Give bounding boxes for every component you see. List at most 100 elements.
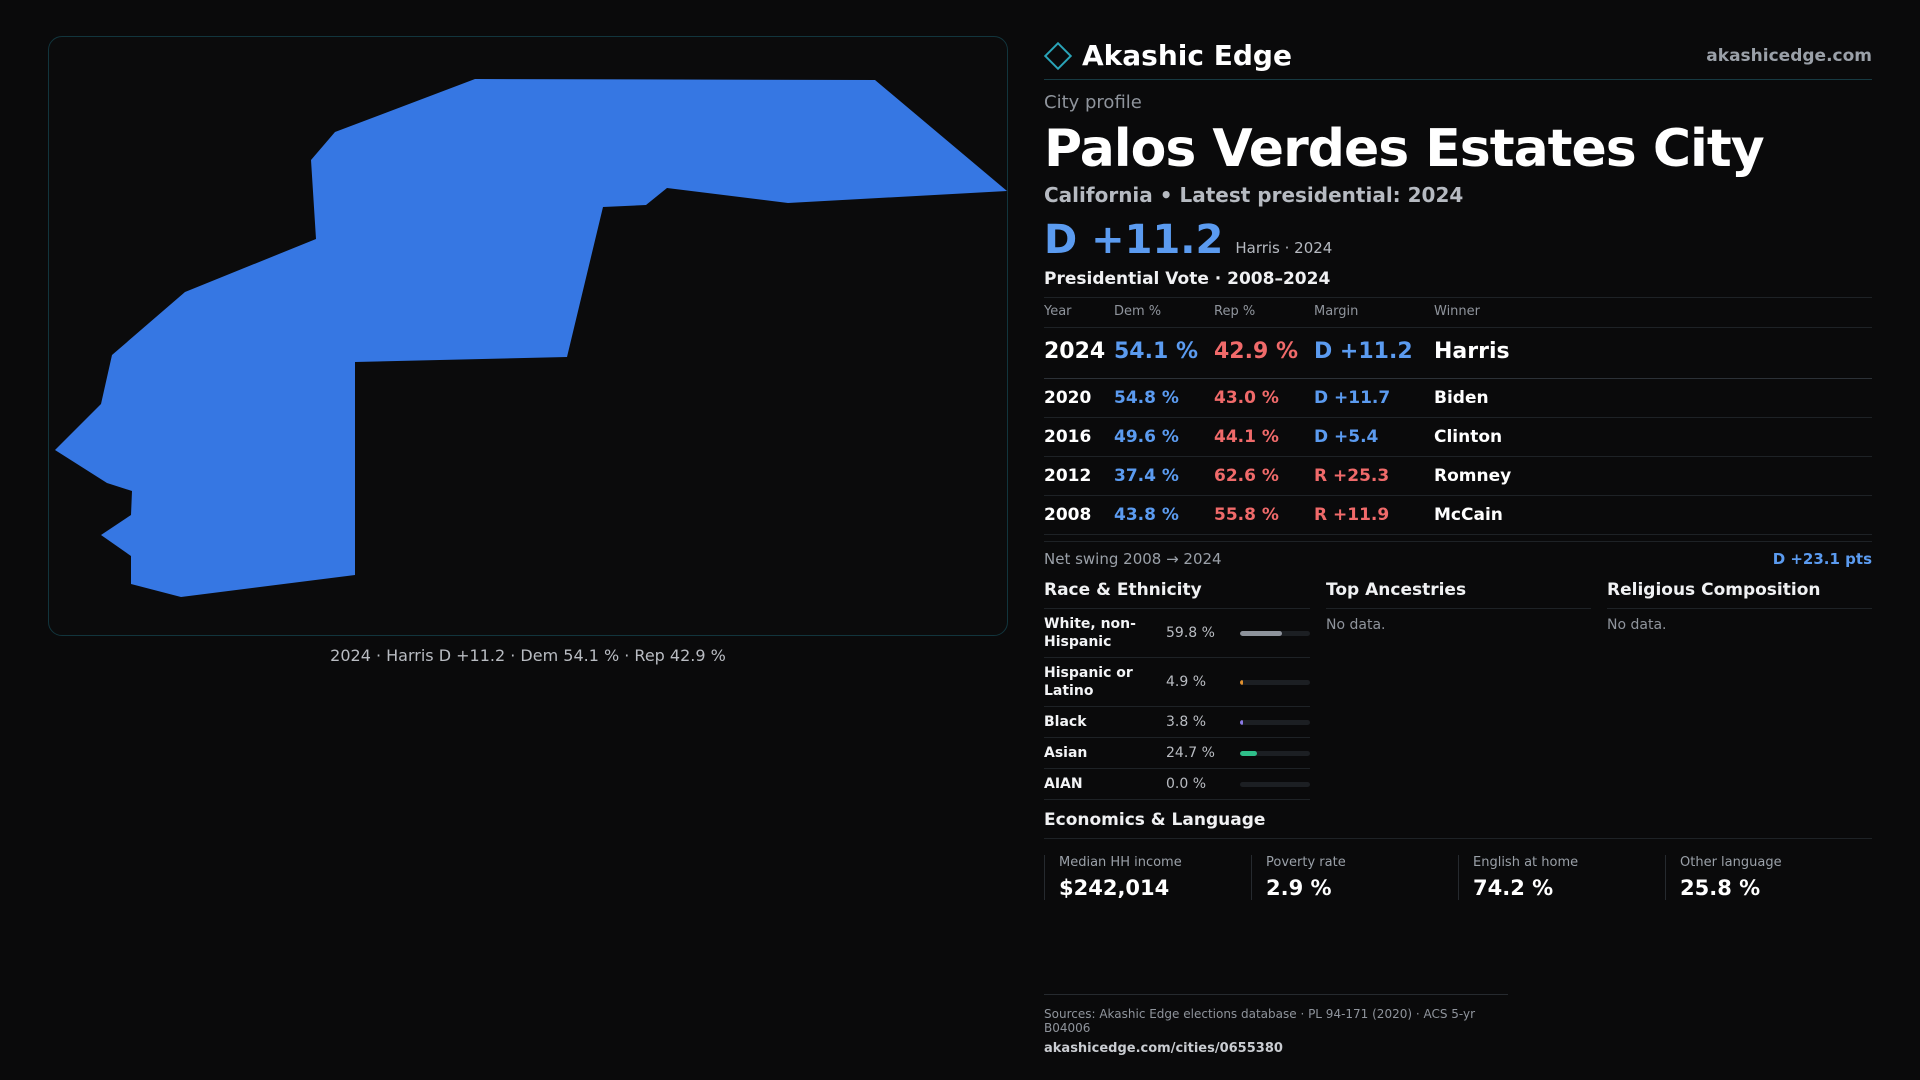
cell-rep: 55.8 % <box>1214 495 1314 535</box>
economics-stats: Median HH income $242,014 Poverty rate 2… <box>1044 855 1872 900</box>
race-label: White, non-Hispanic <box>1044 616 1136 650</box>
cell-year: 2020 <box>1044 378 1114 418</box>
stat-value: $242,014 <box>1059 876 1170 900</box>
stat-value: 2.9 % <box>1266 876 1332 900</box>
stat-median-income: Median HH income $242,014 <box>1044 855 1251 900</box>
cell-winner: Harris <box>1434 327 1872 379</box>
col-header-dem: Dem % <box>1114 298 1214 328</box>
cell-year: 2012 <box>1044 456 1114 496</box>
race-pct: 59.8 % <box>1166 625 1215 641</box>
race-section-title: Race & Ethnicity <box>1044 580 1310 609</box>
race-bar-fill <box>1240 750 1258 756</box>
race-bar <box>1240 630 1310 636</box>
race-pct: 4.9 % <box>1166 674 1207 690</box>
cell-winner: Clinton <box>1434 417 1872 457</box>
race-label: Asian <box>1044 745 1088 761</box>
profile-panel: Akashic Edge akashicedge.com City profil… <box>1043 36 1872 900</box>
vote-section-title: Presidential Vote · 2008–2024 <box>1044 269 1872 298</box>
cell-margin: R +25.3 <box>1314 456 1434 496</box>
ancestries-section-title: Top Ancestries <box>1326 580 1591 609</box>
cell-margin: D +5.4 <box>1314 417 1434 457</box>
race-pct: 3.8 % <box>1166 714 1207 730</box>
net-swing-label: Net swing 2008 → 2024 <box>1044 550 1222 568</box>
stat-other-language: Other language 25.8 % <box>1665 855 1872 900</box>
race-bar-fill <box>1240 630 1282 636</box>
stat-label: Other language <box>1680 855 1782 870</box>
footer-url-link[interactable]: akashicedge.com/cities/0655380 <box>1044 1041 1283 1056</box>
race-label: Hispanic or Latino <box>1044 665 1133 699</box>
stat-poverty-rate: Poverty rate 2.9 % <box>1251 855 1458 900</box>
headline-margin-note: Harris · 2024 <box>1235 239 1333 257</box>
col-header-rep: Rep % <box>1214 298 1314 328</box>
race-row: White, non-Hispanic 59.8 % <box>1044 609 1310 658</box>
race-bar-fill <box>1240 679 1244 685</box>
cell-year: 2008 <box>1044 495 1114 535</box>
cell-margin: D +11.2 <box>1314 327 1434 379</box>
cell-dem: 54.8 % <box>1114 378 1214 418</box>
race-row: Black 3.8 % <box>1044 707 1310 738</box>
vote-table: Year Dem % Rep % Margin Winner 2024 54.1… <box>1044 298 1872 535</box>
race-bar <box>1240 719 1310 725</box>
race-row: AIAN 0.0 % <box>1044 769 1310 800</box>
table-row: 2012 37.4 % 62.6 % R +25.3 Romney <box>1044 456 1872 496</box>
col-header-winner: Winner <box>1434 298 1872 328</box>
demographics-section: Race & Ethnicity White, non-Hispanic 59.… <box>1044 580 1872 800</box>
race-bar <box>1240 750 1310 756</box>
stat-value: 74.2 % <box>1473 876 1554 900</box>
table-row: 2024 54.1 % 42.9 % D +11.2 Harris <box>1044 327 1872 379</box>
economics-section-title: Economics & Language <box>1044 810 1872 839</box>
cell-winner: Romney <box>1434 456 1872 496</box>
net-swing: Net swing 2008 → 2024 D +23.1 pts <box>1044 541 1872 568</box>
table-row: 2020 54.8 % 43.0 % D +11.7 Biden <box>1044 378 1872 418</box>
vote-table-header: Year Dem % Rep % Margin Winner <box>1044 298 1872 328</box>
table-row: 2016 49.6 % 44.1 % D +5.4 Clinton <box>1044 417 1872 457</box>
cell-rep: 62.6 % <box>1214 456 1314 496</box>
stat-label: Poverty rate <box>1266 855 1346 870</box>
footer-sources: Sources: Akashic Edge elections database… <box>1044 1007 1476 1035</box>
race-bar-fill <box>1240 719 1243 725</box>
table-row: 2008 43.8 % 55.8 % R +11.9 McCain <box>1044 495 1872 535</box>
cell-year: 2024 <box>1044 327 1114 379</box>
cell-dem: 43.8 % <box>1114 495 1214 535</box>
page-subtitle: California • Latest presidential: 2024 <box>1044 183 1464 207</box>
ancestries-empty: No data. <box>1326 617 1386 633</box>
race-list: White, non-Hispanic 59.8 % Hispanic or L… <box>1044 609 1310 800</box>
col-header-year: Year <box>1044 298 1114 328</box>
cell-dem: 37.4 % <box>1114 456 1214 496</box>
cell-rep: 43.0 % <box>1214 378 1314 418</box>
race-pct: 0.0 % <box>1166 776 1207 792</box>
page-kicker: City profile <box>1044 92 1142 113</box>
cell-rep: 42.9 % <box>1214 327 1314 379</box>
stat-english-at-home: English at home 74.2 % <box>1458 855 1665 900</box>
religion-section-title: Religious Composition <box>1607 580 1872 609</box>
stat-label: English at home <box>1473 855 1579 870</box>
stat-value: 25.8 % <box>1680 876 1761 900</box>
race-ethnicity-panel: Race & Ethnicity White, non-Hispanic 59.… <box>1044 580 1310 800</box>
religion-empty: No data. <box>1607 617 1667 633</box>
city-boundary-shape <box>55 79 1007 597</box>
stat-label: Median HH income <box>1059 855 1182 870</box>
cell-winner: McCain <box>1434 495 1872 535</box>
cell-year: 2016 <box>1044 417 1114 457</box>
race-label: AIAN <box>1044 776 1083 792</box>
footer: Sources: Akashic Edge elections database… <box>1044 994 1508 1056</box>
race-pct: 24.7 % <box>1166 745 1215 761</box>
race-bar <box>1240 781 1310 787</box>
page-title: Palos Verdes Estates City <box>1044 119 1765 179</box>
col-header-margin: Margin <box>1314 298 1434 328</box>
net-swing-value: D +23.1 pts <box>1772 550 1872 568</box>
brand: Akashic Edge <box>1043 39 1292 72</box>
diamond-logo-icon <box>1043 41 1073 70</box>
race-bar <box>1240 679 1310 685</box>
race-row: Hispanic or Latino 4.9 % <box>1044 658 1310 707</box>
map-caption: 2024 · Harris D +11.2 · Dem 54.1 % · Rep… <box>330 646 726 665</box>
cell-margin: R +11.9 <box>1314 495 1434 535</box>
ancestries-panel: Top Ancestries No data. <box>1326 580 1591 800</box>
city-map <box>48 36 1008 636</box>
race-row: Asian 24.7 % <box>1044 738 1310 769</box>
headline-margin: D +11.2 Harris · 2024 <box>1044 217 1872 263</box>
cell-winner: Biden <box>1434 378 1872 418</box>
cell-dem: 49.6 % <box>1114 417 1214 457</box>
city-boundary-map <box>55 79 1007 597</box>
brand-url-link[interactable]: akashicedge.com <box>1706 45 1872 66</box>
